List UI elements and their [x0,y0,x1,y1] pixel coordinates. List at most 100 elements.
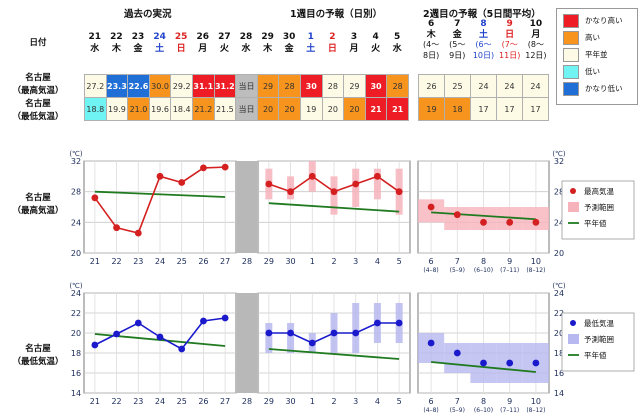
week2-date-header-7: 7 金 (5〜 9日) [444,19,470,61]
date-day: 22 [110,32,123,42]
min-observed-point [134,319,142,327]
date-range-start: (7〜 [501,40,518,49]
legend-label: 高い [585,33,600,42]
date-header-27: 27 火 [214,31,236,55]
date-dow: 火 [371,44,381,54]
max-forecast-point [330,188,338,196]
date-dow: 日 [327,44,337,54]
min-temp-cell: 18.8 [84,97,107,121]
max-xtick: 25 [177,257,187,266]
max-forecast-point [374,172,381,180]
max-forecast-point [395,188,403,196]
min-unit-left: (℃) [69,282,83,290]
max-temp-cell: 30 [364,74,388,98]
week2-max-temp-cell: 24 [470,74,497,98]
min-week2-point [532,359,540,367]
max-xtick-range: (6–10) [474,267,493,274]
date-range-end: 11日) [499,50,521,60]
min-observed-point [178,345,186,353]
max-temp-row-label: 名古屋 （最高気温） [12,73,64,96]
date-range-end: 8日) [422,50,440,60]
max-range-bar [373,168,381,200]
max-observed-point [134,229,142,237]
min-xtick: 1 [310,397,315,406]
min-temp-cell: 19 [299,97,323,121]
min-xtick: 26 [198,397,208,406]
min-ytick-left: 16 [71,369,81,378]
legend-item: 平年並 [557,46,637,63]
date-day: 23 [131,32,145,42]
date-day: 26 [196,32,210,42]
date-dow: 火 [219,44,229,54]
week2-min-temp-cell: 17 [522,97,549,121]
min-xtick-range: (4–8) [423,407,438,414]
max-xtick: 27 [220,257,230,266]
date-range-end: 12日) [525,50,547,60]
week2-min-temp-cell: 19 [418,97,445,121]
min-legend-range-label: 予測範囲 [584,334,614,344]
max-week2-point [480,218,487,226]
legend-item: かなり低い [557,80,637,97]
max-xtick: 30 [285,257,295,266]
max-temp-cell: 28 [278,74,301,98]
date-day: 24 [153,32,166,42]
temperature-table-days: 27.2 23.3 22.6 30.0 29.2 31.1 31.2 当日 29 28 30 28 29… [84,74,409,121]
max-range-band [418,199,445,223]
date-range-start: (4〜 [422,40,440,49]
min-xtick: 6 [429,397,434,406]
date-header-29: 29 木 [257,31,279,55]
legend-swatch [563,30,579,45]
date-range-start: (6〜 [475,40,492,49]
min-observed-point [200,317,207,325]
date-dow: 水 [241,44,251,54]
date-day: 29 [261,32,274,42]
max-temp-cell: 23.3 [105,74,129,98]
min-legend-point-marker [570,320,576,326]
legend-swatch [563,64,579,79]
date-day: 21 [88,32,102,42]
min-xtick: 27 [220,397,230,406]
max-observed-point [156,172,164,180]
max-xtick: 26 [198,257,208,266]
min-ytick-right: 14 [554,389,564,398]
min-temp-cell: 21 [386,97,409,121]
date-dow: 月 [198,44,208,54]
max-temp-cell: 22.6 [127,74,150,98]
min-forecast-point [374,319,381,327]
min-temp-cell: 21.5 [213,97,237,121]
max-xtick: 6 [429,257,434,266]
max-temp-cell: 30.0 [148,74,172,98]
min-normal-line [268,348,400,360]
min-forecast-point [330,329,338,337]
min-xtick: 5 [397,397,402,406]
date-header-23: 23 金 [127,31,149,55]
date-dow: 金 [133,44,143,54]
min-ytick-left: 14 [71,389,81,398]
min-xtick: 10 [531,397,541,406]
date-dow: 木 [111,44,121,54]
max-observed-point [200,164,207,172]
min-observed-point [221,314,229,322]
min-xtick-range: (6–10) [474,407,493,414]
max-legend-range-marker [568,202,579,212]
date-label: 日付 [29,38,47,48]
date-range-start: (8〜 [527,40,544,49]
min-ytick-right: 24 [554,289,564,298]
table-row-week2-max: 26 25 24 24 24 [418,74,549,98]
min-today-bar [237,293,257,393]
min-ytick-left: 22 [71,309,81,318]
date-dow: 土 [478,29,488,40]
min-xtick-range: (8–12) [526,407,545,414]
max-range-band [444,207,471,230]
date-day: 6 [427,19,435,29]
max-xtick-range: (5–9) [450,267,465,274]
min-temp-cell: 19.9 [105,97,129,121]
min-range-bar [265,323,273,353]
max-normal-line [268,202,400,213]
date-dow: 日 [505,29,515,40]
date-range-end: 10日) [472,50,495,60]
max-xtick: 7 [455,257,460,266]
min-range-bar [352,303,360,353]
